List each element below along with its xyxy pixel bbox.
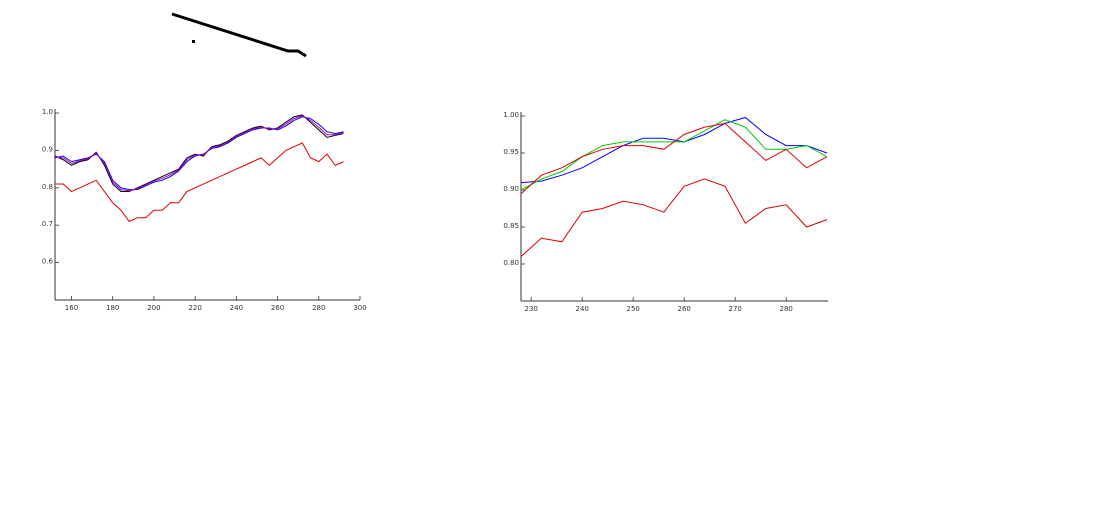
data-line	[54, 116, 344, 191]
x-tick-label: 160	[65, 304, 78, 312]
y-tick-label: 0.6	[42, 258, 54, 266]
y-tick-label: 1.0	[42, 108, 53, 116]
y-tick-label: 0.8	[42, 183, 53, 191]
x-tick-label: 180	[106, 304, 119, 312]
x-tick-label: 200	[147, 304, 160, 312]
data-line	[520, 122, 828, 195]
x-tick-label: 260	[678, 305, 691, 313]
x-tick-label: 220	[188, 304, 201, 312]
x-tick-label: 240	[230, 304, 243, 312]
data-line	[54, 114, 344, 193]
y-tick-label: 0.80	[503, 259, 519, 267]
data-line	[54, 115, 344, 192]
x-tick-label: 250	[627, 305, 640, 313]
data-line	[55, 142, 344, 223]
x-tick-label: 280	[312, 304, 325, 312]
x-tick-label: 240	[576, 305, 589, 313]
data-line	[520, 178, 828, 257]
x-tick-label: 280	[779, 305, 792, 313]
y-tick-label: 0.95	[503, 148, 519, 156]
dot	[192, 40, 195, 43]
y-tick-label: 1.00	[503, 111, 519, 119]
x-tick-label: 270	[728, 305, 741, 313]
data-line	[520, 116, 828, 184]
x-tick-label: 260	[271, 304, 284, 312]
data-line	[520, 119, 828, 191]
x-tick-label: 300	[353, 304, 366, 312]
y-tick-label: 0.7	[42, 220, 53, 228]
hand-stroke	[171, 12, 307, 58]
y-tick-label: 0.85	[503, 222, 519, 230]
y-tick-label: 0.90	[503, 185, 519, 193]
y-tick-label: 0.9	[42, 145, 53, 153]
x-tick-label: 230	[525, 305, 538, 313]
